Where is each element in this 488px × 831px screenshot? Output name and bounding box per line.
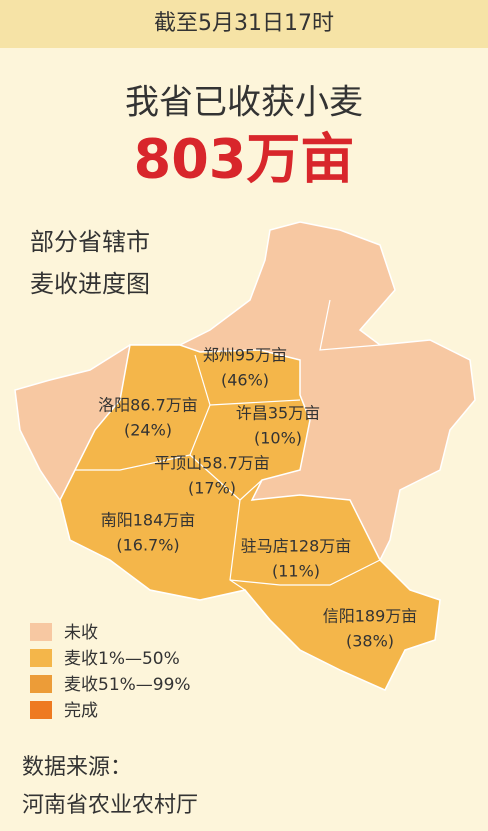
city-percent: (16.7%) — [116, 536, 179, 555]
city-name: 许昌35万亩 — [236, 404, 320, 423]
legend-swatch — [30, 649, 52, 667]
city-percent: (17%) — [188, 479, 236, 498]
total: 803万亩 — [134, 128, 355, 191]
title: 我省已收获小麦 — [125, 83, 363, 123]
map-labels: 郑州95万亩 (46%) 洛阳86.7万亩 (24%) 许昌35万亩 (10%) 平顶山58… — [98, 346, 417, 651]
city-name: 洛阳86.7万亩 — [98, 396, 198, 415]
border — [229, 559, 381, 586]
legend-label: 麦收51%—99% — [64, 675, 191, 695]
subtitle: 部分省辖市 — [30, 228, 150, 256]
subtitle: 麦收进度图 — [30, 270, 150, 298]
border — [239, 479, 263, 501]
city-name: 平顶山58.7万亩 — [154, 454, 270, 473]
header-date: 截至5月31日17时 — [154, 11, 334, 36]
city-name: 驻马店128万亩 — [241, 537, 352, 556]
city-percent: (10%) — [254, 429, 302, 448]
city-name: 信阳189万亩 — [323, 607, 418, 626]
legend-swatch — [30, 675, 52, 693]
border — [209, 399, 301, 406]
map — [14, 221, 476, 691]
legend-swatch — [30, 623, 52, 641]
city-name: 南阳184万亩 — [101, 511, 196, 530]
source-label: 数据来源： — [22, 755, 132, 780]
legend-label: 完成 — [64, 701, 98, 721]
city-percent: (24%) — [124, 421, 172, 440]
legend-swatch — [30, 701, 52, 719]
city-percent: (46%) — [221, 371, 269, 390]
legend-label: 麦收1%—50% — [64, 649, 180, 669]
source: 河南省农业农村厅 — [22, 793, 198, 818]
city-percent: (38%) — [346, 632, 394, 651]
border — [319, 299, 381, 351]
border — [189, 454, 246, 591]
header-band — [0, 0, 488, 48]
legend-label: 未收 — [64, 623, 98, 643]
city-name: 郑州95万亩 — [203, 346, 287, 365]
region-harvesting — [59, 344, 441, 691]
city-percent: (11%) — [272, 562, 320, 581]
